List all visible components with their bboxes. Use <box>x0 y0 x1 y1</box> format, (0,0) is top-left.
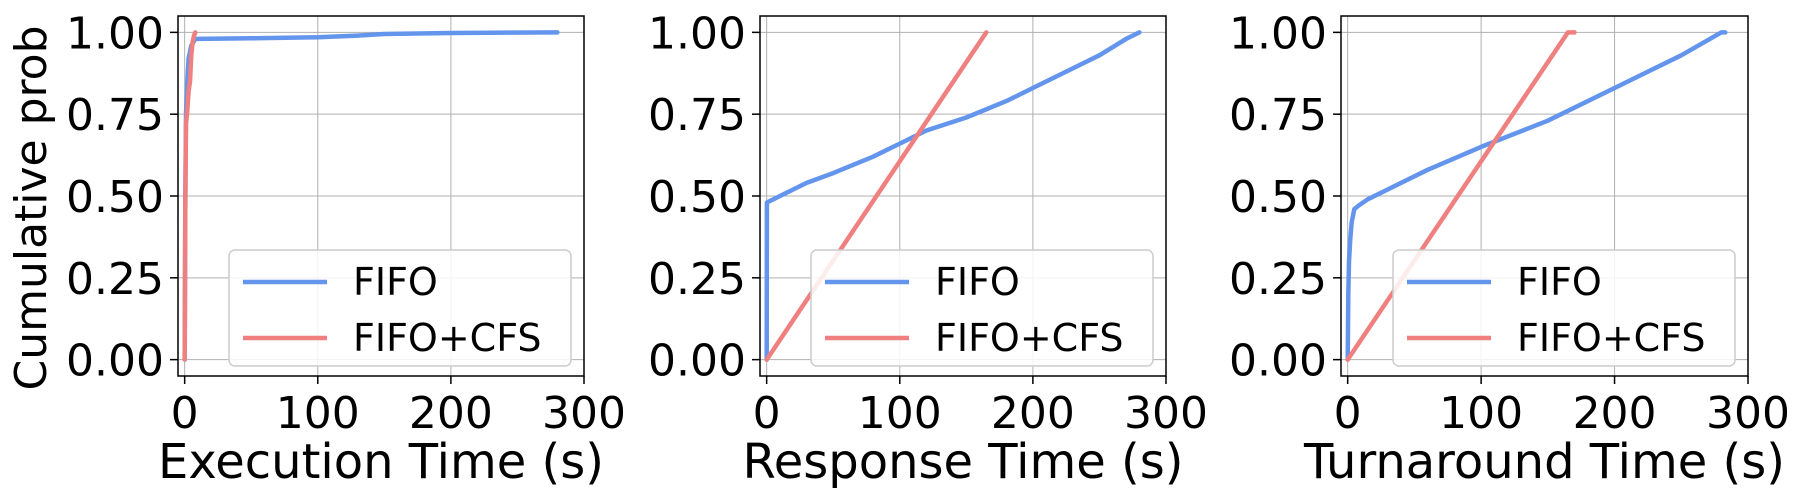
x-tick-label: 200 <box>1573 388 1657 439</box>
y-tick-label: 0.75 <box>66 90 164 141</box>
series-line-fifo-cfs <box>764 30 989 362</box>
x-tick-label: 300 <box>1124 388 1208 439</box>
legend-label: FIFO+CFS <box>353 316 542 360</box>
y-tick-label: 1.00 <box>66 8 164 59</box>
x-tick-label: 300 <box>1706 388 1790 439</box>
legend-label: FIFO <box>1517 260 1602 304</box>
y-tick-label: 0.25 <box>648 254 746 305</box>
y-tick-label: 0.00 <box>66 336 164 387</box>
x-tick-label: 200 <box>409 388 493 439</box>
legend-label: FIFO+CFS <box>935 316 1124 360</box>
y-tick-label: 0.75 <box>648 90 746 141</box>
y-tick-label: 0.00 <box>648 336 746 387</box>
x-tick-label: 100 <box>858 388 942 439</box>
chart-panel-3: 0 100 200 300 0.00 0.25 0.50 0.75 1.00 Turnaround… <box>1229 8 1790 490</box>
legend: FIFO FIFO+CFS <box>810 249 1154 367</box>
legend: FIFO FIFO+CFS <box>1392 249 1736 367</box>
legend-label: FIFO <box>935 260 1020 304</box>
y-tick-label: 0.25 <box>1229 254 1327 305</box>
y-tick-label: 0.25 <box>66 254 164 305</box>
x-tick-label: 100 <box>276 388 360 439</box>
y-tick-label: 1.00 <box>1229 8 1327 59</box>
y-tick-label: 0.75 <box>1229 90 1327 141</box>
chart-panel-1: 0 100 200 300 0.00 0.25 0.50 0.75 1.00 Execution … <box>6 8 626 490</box>
x-axis-label: Turnaround Time (s) <box>1303 434 1785 490</box>
x-tick-label: 200 <box>991 388 1075 439</box>
x-tick-label: 300 <box>542 388 626 439</box>
legend: FIFO FIFO+CFS <box>228 249 572 367</box>
x-tick-label: 0 <box>1334 388 1362 439</box>
x-axis-label: Response Time (s) <box>743 434 1184 490</box>
legend-label: FIFO <box>353 260 438 304</box>
y-tick-label: 1.00 <box>648 8 746 59</box>
chart-panel-2: 0 100 200 300 0.00 0.25 0.50 0.75 1.00 Response T… <box>648 8 1208 490</box>
x-tick-label: 0 <box>753 388 781 439</box>
y-axis-label: Cumulative prob <box>6 25 57 390</box>
y-tick-label: 0.50 <box>648 172 746 223</box>
y-tick-label: 0.50 <box>66 172 164 223</box>
y-tick-label: 0.50 <box>1229 172 1327 223</box>
x-tick-label: 0 <box>171 388 199 439</box>
y-tick-label: 0.00 <box>1229 336 1327 387</box>
series-line-fifo-cfs <box>182 30 198 362</box>
series-line-fifo <box>1345 30 1728 362</box>
legend-label: FIFO+CFS <box>1517 316 1706 360</box>
x-axis-label: Execution Time (s) <box>158 434 604 490</box>
series-line-fifo <box>764 30 1142 362</box>
x-tick-label: 100 <box>1439 388 1523 439</box>
